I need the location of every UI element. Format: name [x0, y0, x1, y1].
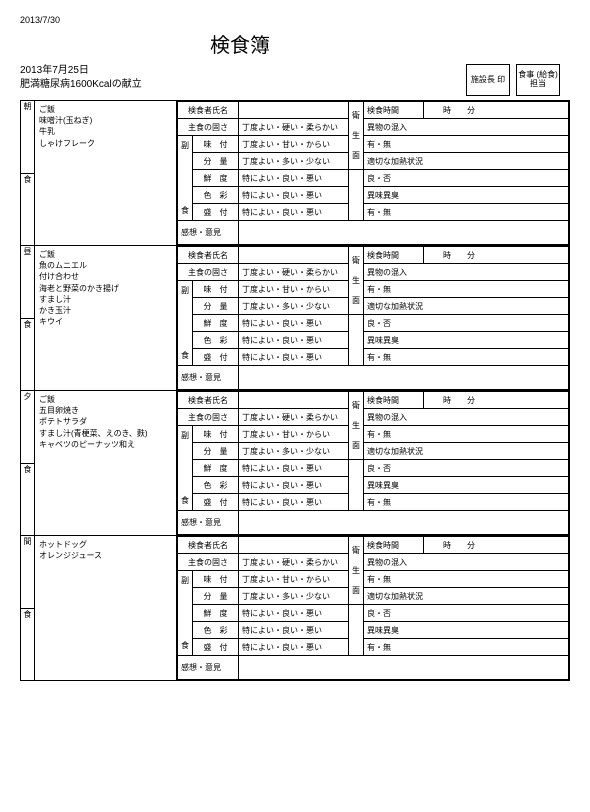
meal-label: 昼	[21, 246, 35, 319]
page-title: 検食簿	[210, 29, 270, 58]
menu-items: ご飯五目卵焼きポテトサラダすまし汁(青梗菜、えのき、麩)キャベツのピーナッツ和え	[35, 391, 177, 536]
menu-items: ホットドッグオレンジジュース	[35, 536, 177, 681]
eval-block: 検食者氏名 衛生面 検食時間 時 分 主食の固さ 丁度よい・硬い・柔らかい 異物…	[177, 391, 570, 536]
print-date: 2013/7/30	[20, 15, 570, 25]
stamp-meal: 食事 (給食) 担当	[516, 64, 560, 96]
meal-label: 朝	[21, 101, 35, 174]
meal-label: 食	[21, 318, 35, 391]
meal-label: 間	[21, 536, 35, 609]
stamp-director: 施設長 印	[466, 64, 510, 96]
meal-label: 食	[21, 463, 35, 536]
date-line: 2013年7月25日	[20, 64, 142, 78]
eval-block: 検食者氏名 衛生面 検食時間 時 分 主食の固さ 丁度よい・硬い・柔らかい 異物…	[177, 101, 570, 246]
meal-label: 食	[21, 173, 35, 246]
meal-label: 夕	[21, 391, 35, 464]
menu-items: ご飯魚のムニエル付け合わせ海老と野菜のかき揚げすまし汁かき玉汁キウイ	[35, 246, 177, 391]
stamp-area: 施設長 印 食事 (給食) 担当	[466, 64, 560, 96]
menu-line: 肥満糖尿病1600Kcalの献立	[20, 78, 142, 92]
inspection-table: 朝ご飯味噌汁(玉ねぎ)牛乳しゃけフレーク 検食者氏名 衛生面 検食時間 時 分 …	[20, 100, 570, 681]
eval-block: 検食者氏名 衛生面 検食時間 時 分 主食の固さ 丁度よい・硬い・柔らかい 異物…	[177, 246, 570, 391]
meal-label: 食	[21, 608, 35, 681]
eval-block: 検食者氏名 衛生面 検食時間 時 分 主食の固さ 丁度よい・硬い・柔らかい 異物…	[177, 536, 570, 681]
menu-items: ご飯味噌汁(玉ねぎ)牛乳しゃけフレーク	[35, 101, 177, 246]
